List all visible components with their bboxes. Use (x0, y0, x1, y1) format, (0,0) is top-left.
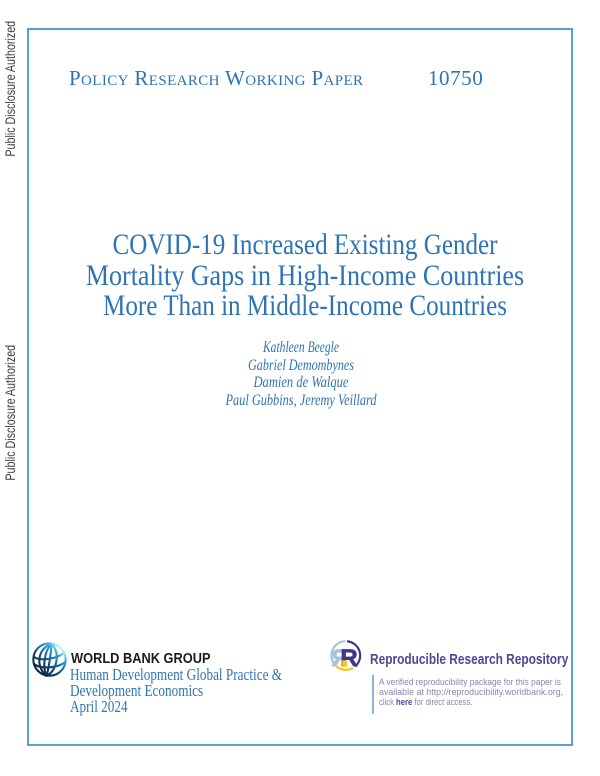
svg-text:R: R (340, 645, 357, 672)
svg-text:R: R (331, 645, 348, 672)
